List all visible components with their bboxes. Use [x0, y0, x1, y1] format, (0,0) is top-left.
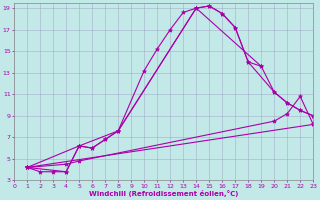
- X-axis label: Windchill (Refroidissement éolien,°C): Windchill (Refroidissement éolien,°C): [89, 190, 238, 197]
